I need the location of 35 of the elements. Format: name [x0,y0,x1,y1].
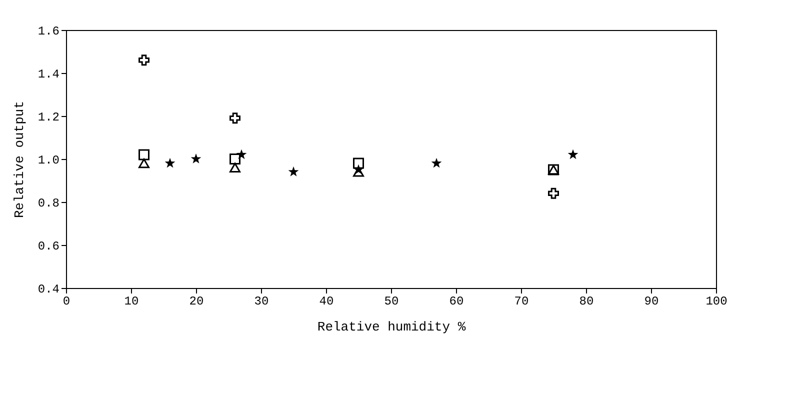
x-axis-title: Relative humidity % [317,320,466,334]
point [138,158,150,168]
y-tick-label: 0.8 [38,196,60,210]
y-tick-label: 1.2 [38,110,60,124]
y-axis-title: Relative output [12,100,27,218]
y-tick-label: 1.0 [38,154,60,168]
point [138,149,150,160]
point [230,162,240,172]
point [190,154,202,164]
x-tick-label: 20 [189,294,204,308]
point [230,154,240,164]
y-tick-label: 1.4 [38,68,60,82]
y-tick-label: 0.4 [38,282,60,296]
point [353,158,364,169]
point [288,166,299,176]
point [353,164,364,174]
point [236,149,247,160]
x-tick-label: 50 [384,294,399,308]
y-tick-label: 0.6 [38,240,60,254]
x-tick-label: 80 [579,294,594,308]
point [230,112,240,124]
x-tick-label: 90 [644,294,659,308]
x-tick-label: 0 [62,294,70,308]
point [138,54,150,66]
point [568,149,578,160]
x-tick-label: 10 [124,294,139,308]
x-tick-label: 60 [449,294,464,308]
point [431,158,442,168]
point [548,188,559,199]
point [164,158,176,168]
y-tick-label: 1.6 [38,24,60,38]
x-tick-label: 30 [254,294,269,308]
x-tick-label: 100 [706,294,728,308]
x-tick-label: 40 [319,294,334,308]
x-tick-label: 70 [514,294,529,308]
